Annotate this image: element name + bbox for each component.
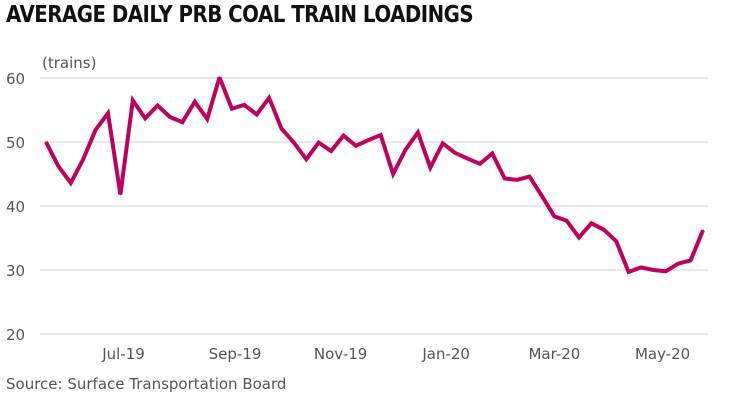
x-tick-label: Nov-19 (314, 345, 367, 363)
data-point (169, 116, 171, 118)
data-point (156, 104, 159, 107)
data-point (317, 141, 320, 144)
data-point (541, 195, 543, 197)
data-point (652, 269, 655, 271)
data-point (503, 177, 506, 180)
y-axis-ticks: 60 50 40 30 20 (6, 70, 25, 344)
x-tick-label: Jul-19 (101, 345, 145, 363)
data-point (404, 148, 407, 151)
data-point (491, 152, 494, 155)
data-point (206, 118, 208, 120)
y-tick-label: 20 (6, 326, 25, 344)
data-point (194, 100, 196, 103)
y-tick-label: 50 (6, 134, 25, 152)
data-point (70, 182, 72, 184)
data-point (689, 259, 692, 262)
data-point (367, 139, 370, 141)
x-axis-ticks: Jul-19 Sep-19 Nov-19 Jan-20 Mar-20 May-20 (101, 345, 690, 363)
data-point (479, 163, 481, 165)
data-point (144, 117, 146, 120)
data-point (429, 166, 432, 169)
data-point (243, 104, 246, 106)
data-point (255, 113, 258, 116)
data-point (615, 240, 617, 242)
data-point (119, 193, 122, 196)
data-point (516, 179, 518, 181)
y-tick-label: 60 (6, 70, 25, 88)
data-point (565, 219, 568, 222)
data-point (665, 270, 667, 273)
data-point (528, 175, 531, 178)
data-point (231, 107, 233, 110)
x-tick-label: Jan-20 (421, 345, 470, 363)
data-point (94, 129, 97, 131)
data-point (280, 127, 283, 130)
data-point (57, 165, 60, 168)
data-point (218, 76, 221, 79)
data-point (553, 215, 555, 217)
data-point (268, 97, 270, 99)
data-point (590, 222, 593, 225)
series-line (44, 76, 705, 275)
data-point (417, 131, 419, 134)
data-point (132, 99, 134, 102)
data-point (578, 236, 580, 239)
data-point (355, 145, 357, 147)
data-point (466, 157, 469, 160)
x-tick-label: May-20 (635, 345, 690, 363)
y-tick-label: 30 (6, 262, 25, 280)
data-point (342, 134, 345, 137)
x-tick-label: Mar-20 (528, 345, 580, 363)
x-tick-label: Sep-19 (209, 345, 262, 363)
data-point (441, 142, 444, 145)
data-point (640, 266, 642, 269)
source-note: Source: Surface Transportation Board (6, 375, 287, 393)
data-point (82, 158, 84, 161)
data-point (305, 158, 308, 161)
data-point (379, 134, 382, 136)
data-point (181, 121, 184, 123)
data-point (603, 228, 605, 231)
data-point (454, 152, 456, 154)
data-point (107, 112, 109, 114)
data-point (392, 173, 394, 175)
gridlines (40, 77, 708, 335)
data-point (330, 150, 332, 152)
chart-title: AVERAGE DAILY PRB COAL TRAIN LOADINGS (6, 2, 474, 28)
y-axis-unit-label: (trains) (42, 54, 96, 72)
y-tick-label: 40 (6, 198, 25, 216)
data-point (677, 262, 679, 265)
data-point (293, 141, 295, 144)
data-point (627, 271, 630, 273)
data-point (702, 229, 704, 232)
data-point (45, 141, 47, 143)
series-layer (44, 76, 705, 275)
